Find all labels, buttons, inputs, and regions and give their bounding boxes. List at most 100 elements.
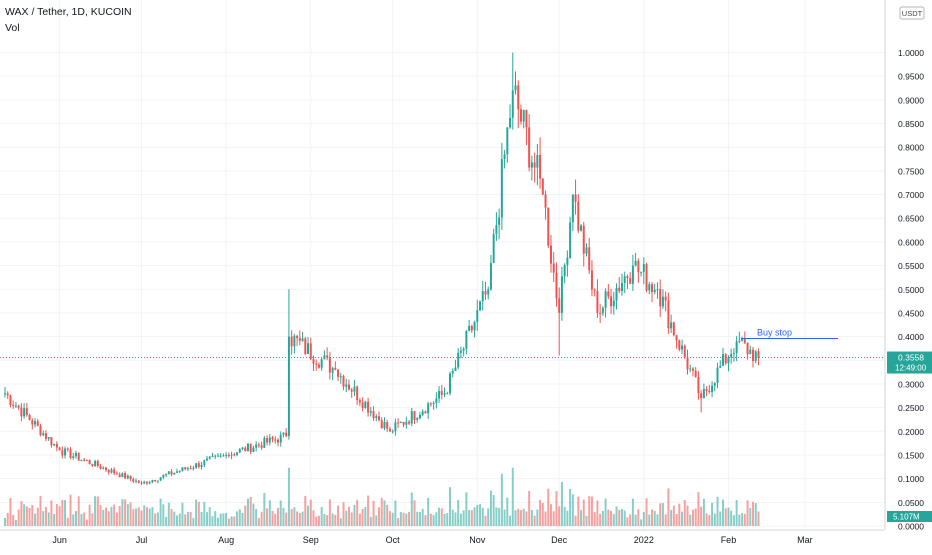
candle-body	[192, 467, 195, 469]
volume-bar	[470, 510, 473, 526]
volume-bar	[503, 509, 506, 526]
candle-body	[620, 283, 623, 292]
candle-body	[6, 393, 9, 396]
candle-body	[590, 270, 593, 290]
candle-body	[249, 443, 252, 452]
volume-bar	[277, 507, 279, 526]
candle-body	[713, 382, 716, 386]
volume-bar	[410, 492, 413, 526]
volume-bar	[39, 495, 42, 526]
volume-bar	[634, 514, 637, 526]
candle-body	[36, 421, 39, 426]
volume-bar	[58, 506, 61, 526]
candle-body	[162, 474, 165, 478]
volume-bar	[361, 508, 364, 526]
volume-bar	[746, 500, 749, 526]
volume-bar	[721, 499, 724, 526]
volume-bar	[588, 496, 591, 526]
candle-body	[405, 421, 408, 425]
candle-body	[375, 416, 378, 419]
candle-body	[173, 472, 176, 475]
volume-bar	[339, 518, 342, 526]
volume-bar	[670, 510, 673, 526]
candle-body	[593, 289, 596, 291]
volume-bar	[296, 511, 299, 526]
price-badge-value: 0.3558	[898, 353, 924, 363]
volume-bar	[645, 498, 648, 526]
candle-body	[105, 467, 108, 471]
volume-bar	[140, 510, 143, 526]
candle-body	[315, 363, 318, 365]
candle-body	[159, 477, 162, 481]
volume-bar	[181, 502, 184, 526]
volume-bar	[345, 510, 348, 526]
candle-body	[700, 393, 703, 399]
volume-bar	[96, 496, 99, 526]
candle-body	[661, 296, 664, 307]
candle-body	[697, 376, 700, 394]
candle-body	[457, 352, 460, 368]
volume-bar	[380, 497, 383, 526]
x-tick-label: Oct	[386, 535, 401, 545]
candle-body	[383, 422, 386, 429]
volume-bar	[34, 513, 37, 526]
volume-bar	[481, 507, 484, 526]
volume-bar	[599, 513, 602, 526]
volume-bar	[590, 496, 593, 526]
candle-body	[99, 466, 102, 469]
volume-bar	[151, 507, 154, 526]
volume-bar	[260, 511, 263, 526]
candle-body	[468, 325, 471, 331]
candle-body	[25, 408, 28, 415]
volume-bar	[94, 496, 97, 526]
volume-bar	[372, 500, 375, 526]
candle-body	[184, 467, 187, 470]
candle-body	[279, 434, 282, 443]
volume-bar	[580, 510, 583, 526]
candle-body	[274, 439, 277, 441]
candle-body	[489, 262, 492, 290]
y-tick-label: 0.4000	[898, 332, 924, 342]
volume-bar	[642, 511, 645, 526]
volume-bar	[315, 516, 318, 526]
candle-body	[69, 449, 72, 458]
volume-bar	[208, 507, 211, 526]
volume-bar	[495, 507, 498, 526]
volume-bar	[468, 510, 471, 526]
candle-body	[487, 289, 490, 295]
volume-bar	[203, 501, 206, 526]
y-tick-label: 0.2500	[898, 403, 924, 413]
candle-body	[91, 464, 94, 466]
candle-body	[151, 479, 154, 483]
candle-body	[203, 460, 206, 465]
candle-body	[282, 432, 285, 435]
volume-bar	[604, 498, 607, 526]
volume-bar	[238, 509, 241, 526]
volume-bar	[307, 505, 310, 526]
candle-body	[681, 345, 684, 350]
volume-bar	[72, 514, 75, 526]
volume-bar	[375, 515, 378, 526]
candle-body	[607, 291, 610, 297]
candle-body	[244, 447, 247, 452]
volume-bar	[566, 510, 569, 526]
candle-body	[334, 367, 337, 370]
candle-body	[634, 260, 637, 266]
y-tick-label: 0.6500	[898, 214, 924, 224]
candle-body	[530, 162, 533, 168]
candle-body	[691, 368, 694, 371]
candle-body	[118, 474, 121, 478]
candle-body	[640, 271, 643, 273]
candle-body	[451, 370, 454, 374]
y-tick-label: 0.9500	[898, 72, 924, 82]
candle-body	[446, 393, 449, 395]
candle-body	[610, 296, 613, 307]
volume-bar	[154, 513, 157, 526]
volume-bar	[514, 510, 517, 526]
candle-body	[148, 482, 151, 484]
x-tick-label: Nov	[469, 535, 486, 545]
candle-body	[309, 343, 312, 360]
candle-body	[268, 437, 271, 443]
candle-body	[181, 467, 184, 471]
